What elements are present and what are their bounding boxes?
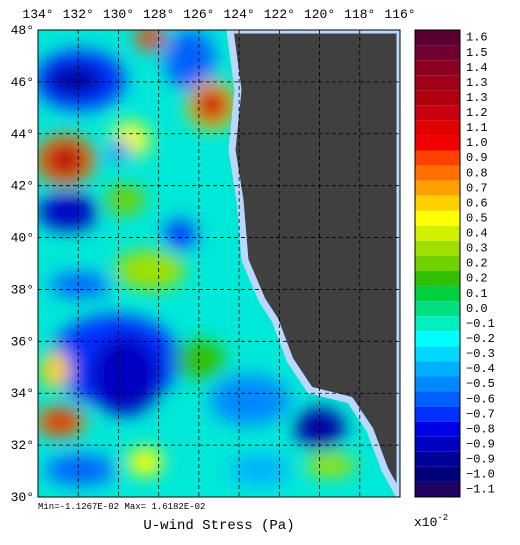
colorbar-label: 0.1 — [466, 287, 488, 301]
colorbar-swatch — [415, 165, 460, 181]
colorbar-label: 0.3 — [466, 242, 488, 256]
colorbar-swatch — [415, 316, 460, 332]
lon-tick-label: 130° — [103, 7, 134, 22]
colorbar-label: 0.2 — [466, 272, 488, 286]
colorbar-label: 0.7 — [466, 181, 488, 195]
colorbar-label: 0.5 — [466, 211, 488, 225]
colorbar-swatch — [415, 271, 460, 287]
colorbar-frame — [414, 29, 461, 498]
graticule — [38, 30, 400, 497]
colorbar-label: 0.6 — [466, 196, 488, 210]
lon-tick-label: 134° — [22, 7, 53, 22]
colorbar-swatch — [415, 195, 460, 211]
colorbar-label: −0.2 — [466, 332, 495, 346]
colorbar-swatch — [415, 45, 460, 61]
colorbar-swatch — [415, 225, 460, 241]
lat-tick-label: 36° — [11, 334, 34, 349]
colorbar-label: −0.4 — [466, 362, 495, 376]
colorbar-label: −0.8 — [466, 422, 495, 436]
colorbar-swatch — [415, 180, 460, 196]
lon-tick-label: 120° — [304, 7, 335, 22]
colorbar-swatch — [415, 301, 460, 317]
land — [226, 30, 400, 497]
colorbar-label: 0.2 — [466, 257, 488, 271]
colorbar-label: 1.4 — [466, 61, 488, 75]
colorbar-swatch — [415, 135, 460, 151]
colorbar-label: −1.0 — [466, 468, 495, 482]
colorbar-swatch — [415, 361, 460, 377]
lon-tick-label: 118° — [344, 7, 375, 22]
lon-tick-label: 122° — [264, 7, 295, 22]
colorbar-swatch — [415, 240, 460, 256]
colorbar-swatch — [415, 451, 460, 467]
colorbar-swatch — [415, 346, 460, 362]
colorbar-label: 1.6 — [466, 31, 488, 45]
plot-frame — [37, 29, 401, 498]
colorbar-swatch — [415, 255, 460, 272]
colorbar-label: 1.5 — [466, 46, 488, 60]
colorbar-swatch — [415, 406, 460, 422]
lat-tick-label: 44° — [11, 127, 34, 142]
colorbar-label: −0.9 — [466, 453, 495, 467]
colorbar-swatch — [415, 331, 460, 347]
colorbar-label: 0.4 — [466, 227, 488, 241]
lat-tick-label: 34° — [11, 386, 34, 401]
wind-field — [38, 30, 400, 497]
colorbar-label: −0.9 — [466, 437, 495, 451]
colorbar-swatch — [415, 421, 460, 437]
lat-tick-label: 46° — [11, 75, 34, 90]
title: U-wind Stress (Pa) — [143, 518, 294, 534]
colorbar-swatch — [415, 436, 460, 452]
lat-tick-label: 48° — [11, 23, 34, 38]
colorbar-label: 0.9 — [466, 151, 488, 165]
lon-tick-label: 116° — [384, 7, 415, 22]
stats: Min=-1.1267E-02 Max= 1.6182E-02 — [38, 502, 205, 512]
colorbar-swatch — [415, 286, 460, 302]
colorbar-swatch — [415, 120, 460, 136]
colorbar-swatch — [415, 391, 460, 407]
colorbar-swatch — [415, 481, 460, 497]
colorbar-label: −1.1 — [466, 483, 495, 497]
scale-base: x10 — [414, 515, 437, 530]
lat-tick-label: 42° — [11, 179, 34, 194]
scale-label: x10-2 — [414, 513, 448, 530]
scale-exponent: -2 — [437, 513, 448, 523]
colorbar-label: −0.5 — [466, 377, 495, 391]
colorbar-swatch — [415, 105, 460, 121]
lon-tick-label: 132° — [63, 7, 94, 22]
colorbar-swatch — [415, 376, 460, 392]
colorbar-label: 1.3 — [466, 76, 488, 90]
colorbar-swatch — [415, 150, 460, 166]
lon-tick-label: 128° — [143, 7, 174, 22]
colorbar-swatch — [415, 30, 460, 46]
colorbar-swatch — [415, 466, 460, 482]
colorbar-swatch — [415, 210, 460, 226]
colorbar-swatch — [415, 75, 460, 91]
lat-tick-label: 38° — [11, 282, 34, 297]
colorbar-label: 1.3 — [466, 91, 488, 105]
colorbar-label: 0.8 — [466, 166, 488, 180]
lon-tick-label: 124° — [224, 7, 255, 22]
lat-tick-label: 32° — [11, 438, 34, 453]
colorbar-label: −0.7 — [466, 407, 495, 421]
colorbar-label: −0.1 — [466, 317, 495, 331]
colorbar-swatch — [415, 60, 460, 76]
lon-tick-label: 126° — [183, 7, 214, 22]
colorbar-swatch — [415, 90, 460, 106]
colorbar-label: −0.3 — [466, 347, 495, 361]
colorbar-label: 1.1 — [466, 121, 488, 135]
colorbar-label: 1.2 — [466, 106, 488, 120]
colorbar-label: −0.6 — [466, 392, 495, 406]
lat-tick-label: 40° — [11, 231, 34, 246]
colorbar-label: 0.0 — [466, 302, 488, 316]
colorbar-label: 1.0 — [466, 136, 488, 150]
lat-tick-label: 30° — [11, 490, 34, 505]
